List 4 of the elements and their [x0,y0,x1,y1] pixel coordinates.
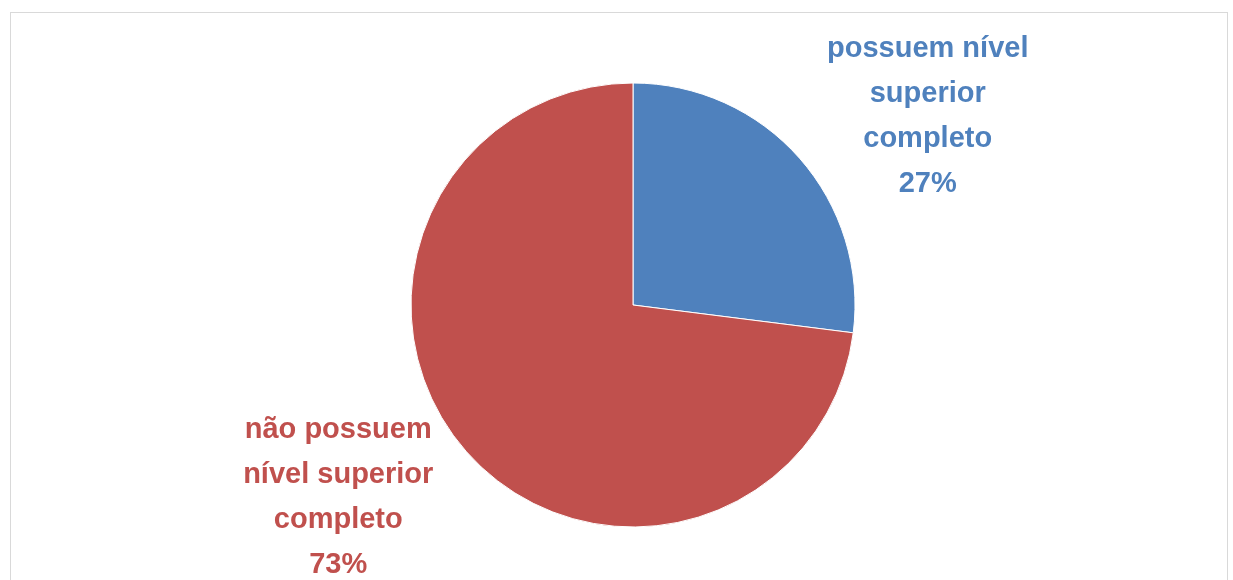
data-label: 27% [898,165,957,198]
data-label: 73% [309,547,368,580]
slice-label: não possuem nível superior completo [243,412,434,535]
slice-label: possuem nível superior completo [827,30,1029,153]
